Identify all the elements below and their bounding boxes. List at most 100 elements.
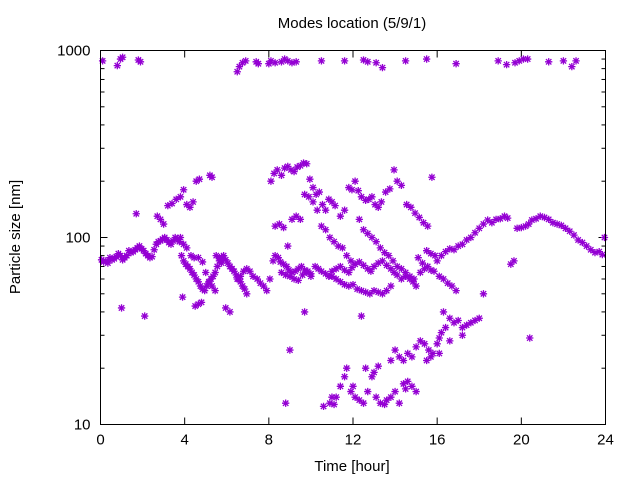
data-point [376, 244, 385, 252]
data-point [286, 272, 294, 280]
data-point [374, 203, 382, 211]
data-point [191, 302, 199, 310]
data-point [504, 214, 512, 222]
data-point [186, 265, 194, 273]
data-point [190, 254, 198, 262]
data-point [357, 286, 366, 295]
data-point [365, 195, 373, 203]
data-point [492, 215, 500, 224]
data-point [345, 183, 353, 192]
data-point [317, 267, 326, 275]
data-point [305, 193, 313, 201]
data-point [286, 346, 294, 354]
data-point [222, 304, 230, 312]
data-point [450, 319, 458, 327]
data-point [359, 399, 368, 407]
data-point [328, 267, 336, 275]
data-point [190, 271, 198, 279]
data-point [395, 353, 403, 361]
data-point [372, 393, 380, 401]
data-point [169, 237, 177, 245]
data-point [407, 203, 415, 211]
data-point [420, 340, 429, 348]
data-point [202, 268, 210, 277]
data-point [422, 356, 431, 365]
data-point [370, 286, 378, 295]
data-point [303, 160, 311, 168]
data-point [366, 290, 374, 298]
data-point [412, 282, 420, 290]
data-point [175, 238, 184, 246]
data-point [446, 314, 454, 322]
data-point [441, 323, 450, 332]
y-tick-label: 1000 [57, 43, 90, 60]
data-point [236, 272, 245, 280]
data-point [446, 337, 454, 345]
data-point [448, 282, 456, 290]
data-point [403, 200, 411, 209]
data-point [540, 213, 549, 222]
data-point [347, 387, 355, 396]
data-point [557, 221, 565, 230]
data-point [168, 199, 176, 208]
data-point [313, 206, 321, 214]
data-point [591, 248, 599, 257]
data-point [397, 275, 406, 283]
data-point [553, 220, 561, 228]
data-point [328, 198, 336, 206]
x-tick-label: 24 [597, 432, 614, 449]
data-point [279, 260, 288, 268]
data-point [429, 349, 437, 358]
x-tick-label: 8 [265, 432, 273, 449]
data-point [296, 215, 305, 224]
data-point [298, 271, 307, 279]
data-point [195, 175, 204, 183]
y-axis-label: Particle size [nm] [7, 180, 24, 294]
data-point [393, 177, 401, 185]
data-point [340, 373, 349, 381]
data-point [370, 262, 378, 271]
data-point [435, 334, 443, 342]
data-point [288, 59, 296, 67]
data-point [277, 58, 286, 66]
data-point [293, 163, 301, 171]
data-point [380, 400, 389, 409]
data-point [211, 268, 219, 277]
data-point [378, 63, 387, 72]
data-point [159, 220, 168, 228]
data-point [254, 60, 262, 68]
data-point [194, 300, 202, 308]
data-point [347, 257, 355, 265]
data-point [446, 245, 454, 253]
data-point [277, 268, 286, 277]
data-point [510, 257, 518, 265]
data-point [285, 266, 293, 274]
data-point [479, 290, 488, 298]
data-point [271, 222, 279, 230]
data-point [566, 227, 574, 235]
data-point [178, 293, 187, 301]
data-point [368, 373, 376, 381]
data-point [332, 275, 340, 283]
data-point [277, 171, 286, 179]
data-point [598, 250, 606, 259]
data-point [345, 282, 353, 290]
x-tick-label: 20 [513, 432, 530, 449]
data-point [561, 224, 570, 232]
data-point [419, 219, 428, 227]
data-point [424, 222, 432, 230]
data-point [282, 399, 290, 407]
data-point [364, 58, 372, 66]
chart-title: Modes location (5/9/1) [278, 15, 426, 32]
data-point [290, 167, 298, 176]
data-point [412, 387, 420, 396]
data-point [296, 162, 305, 170]
data-point [351, 177, 359, 185]
data-point [494, 57, 502, 65]
data-point [336, 262, 345, 271]
data-point [444, 279, 452, 287]
x-tick-label: 16 [429, 432, 446, 449]
data-point [246, 267, 254, 275]
data-point [146, 254, 154, 262]
data-point [496, 215, 504, 223]
